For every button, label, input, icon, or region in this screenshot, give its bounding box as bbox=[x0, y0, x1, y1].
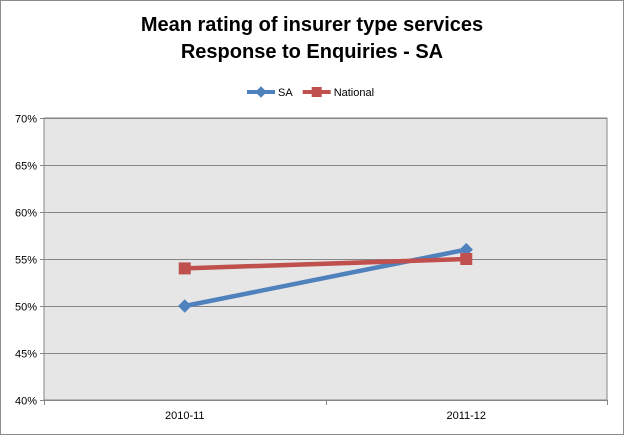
chart-title-line-2: Response to Enquiries - SA bbox=[180, 41, 444, 63]
y-tick-label: 70% bbox=[15, 114, 37, 126]
legend-label: SA bbox=[278, 87, 293, 99]
x-tick-label: 2010-11 bbox=[165, 410, 205, 422]
series-national bbox=[178, 253, 473, 275]
x-tick-label: 2011-12 bbox=[446, 410, 486, 422]
series-group bbox=[178, 242, 473, 313]
legend-marker bbox=[255, 86, 267, 98]
chart-title-line-1: Mean rating of insurer type services bbox=[140, 14, 484, 36]
data-point-marker bbox=[178, 299, 192, 313]
series-line bbox=[184, 256, 467, 271]
x-axis: 2010-11 2011-12 bbox=[44, 400, 608, 422]
legend-marker bbox=[311, 87, 322, 97]
y-tick-label: 55% bbox=[15, 255, 37, 267]
y-tick-label: 65% bbox=[15, 161, 37, 173]
y-tick-label: 40% bbox=[15, 396, 37, 408]
chart-title: Mean rating of insurer type services Res… bbox=[0, 12, 624, 66]
legend: SA National bbox=[247, 86, 374, 99]
legend-item-national: National bbox=[302, 87, 374, 99]
y-axis: 40% 45% 50% 55% 60% 65% 70% bbox=[15, 114, 44, 408]
legend-item-sa: SA bbox=[247, 86, 293, 99]
y-tick-label: 60% bbox=[15, 208, 37, 220]
gridlines bbox=[44, 118, 607, 401]
y-tick-label: 45% bbox=[15, 349, 37, 361]
y-tick-label: 50% bbox=[15, 302, 37, 314]
data-point-marker bbox=[460, 253, 473, 265]
legend-label: National bbox=[334, 87, 374, 99]
data-point-marker bbox=[178, 262, 191, 275]
